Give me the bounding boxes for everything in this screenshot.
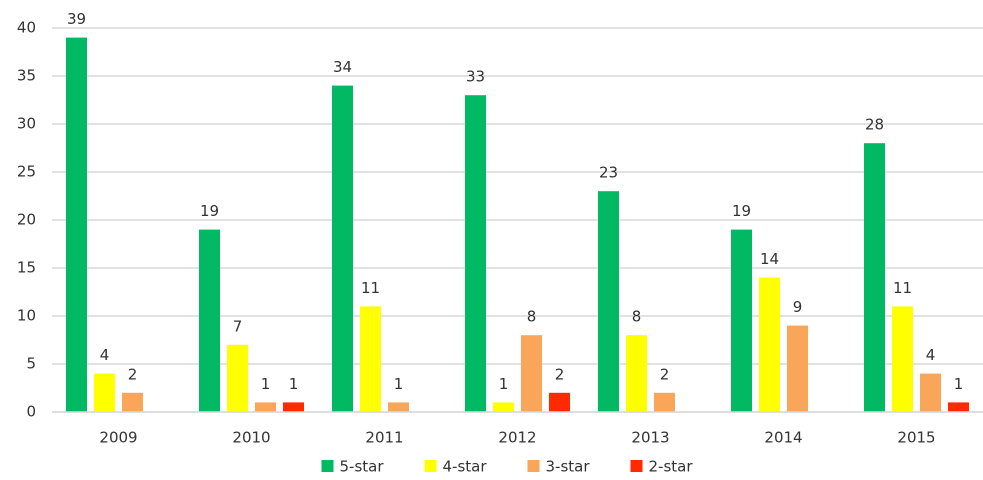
y-tick-label: 10 xyxy=(17,307,36,325)
bar xyxy=(920,373,941,412)
legend-label: 3-star xyxy=(546,458,591,476)
bar xyxy=(360,306,381,412)
data-label: 9 xyxy=(793,298,803,316)
data-label: 8 xyxy=(527,308,537,326)
data-label: 1 xyxy=(394,375,404,393)
bar xyxy=(255,402,276,412)
y-tick-label: 40 xyxy=(17,19,36,37)
bar xyxy=(66,37,87,412)
bar xyxy=(948,402,969,412)
y-tick-label: 20 xyxy=(17,211,36,229)
data-label: 2 xyxy=(660,365,670,383)
data-label: 2 xyxy=(128,365,138,383)
legend-swatch xyxy=(527,460,540,472)
bar xyxy=(227,344,248,412)
x-tick-label: 2010 xyxy=(232,429,270,447)
bar xyxy=(199,229,220,412)
bar xyxy=(626,335,647,412)
data-label: 39 xyxy=(67,10,86,28)
legend-label: 2-star xyxy=(649,458,694,476)
y-tick-label: 5 xyxy=(26,355,36,373)
data-label: 19 xyxy=(732,202,751,220)
bar xyxy=(892,306,913,412)
data-label: 34 xyxy=(333,58,352,76)
y-tick-label: 25 xyxy=(17,163,36,181)
data-label: 4 xyxy=(100,346,110,364)
y-tick-label: 30 xyxy=(17,115,36,133)
bar xyxy=(654,392,675,412)
bar xyxy=(122,392,143,412)
bar xyxy=(549,392,570,412)
data-label: 33 xyxy=(466,68,485,86)
bar xyxy=(332,85,353,412)
bar xyxy=(465,95,486,412)
y-tick-label: 0 xyxy=(26,403,36,421)
data-label: 7 xyxy=(233,317,243,335)
data-label: 14 xyxy=(760,250,779,268)
data-label: 8 xyxy=(632,308,642,326)
data-label: 1 xyxy=(954,375,964,393)
data-label: 4 xyxy=(926,346,936,364)
y-tick-label: 15 xyxy=(17,259,36,277)
data-label: 1 xyxy=(261,375,271,393)
data-label: 19 xyxy=(200,202,219,220)
data-label: 11 xyxy=(893,279,912,297)
x-tick-label: 2009 xyxy=(99,429,137,447)
legend-swatch xyxy=(424,460,437,472)
bar xyxy=(864,143,885,412)
x-tick-label: 2013 xyxy=(631,429,669,447)
legend-swatch xyxy=(321,460,334,472)
legend-swatch xyxy=(630,460,643,472)
legend-label: 4-star xyxy=(443,458,488,476)
data-label: 23 xyxy=(599,164,618,182)
y-tick-label: 35 xyxy=(17,67,36,85)
x-tick-label: 2015 xyxy=(897,429,935,447)
bar xyxy=(94,373,115,412)
bar xyxy=(521,335,542,412)
data-label: 2 xyxy=(555,365,565,383)
bar xyxy=(493,402,514,412)
data-label: 1 xyxy=(499,375,509,393)
x-tick-label: 2011 xyxy=(365,429,403,447)
bar xyxy=(598,191,619,412)
bar xyxy=(388,402,409,412)
x-tick-label: 2012 xyxy=(498,429,536,447)
data-label: 1 xyxy=(289,375,299,393)
x-tick-label: 2014 xyxy=(764,429,802,447)
bar xyxy=(787,325,808,412)
bar xyxy=(759,277,780,412)
data-label: 11 xyxy=(361,279,380,297)
data-label: 28 xyxy=(865,116,884,134)
bar xyxy=(283,402,304,412)
bar xyxy=(731,229,752,412)
legend-label: 5-star xyxy=(340,458,385,476)
